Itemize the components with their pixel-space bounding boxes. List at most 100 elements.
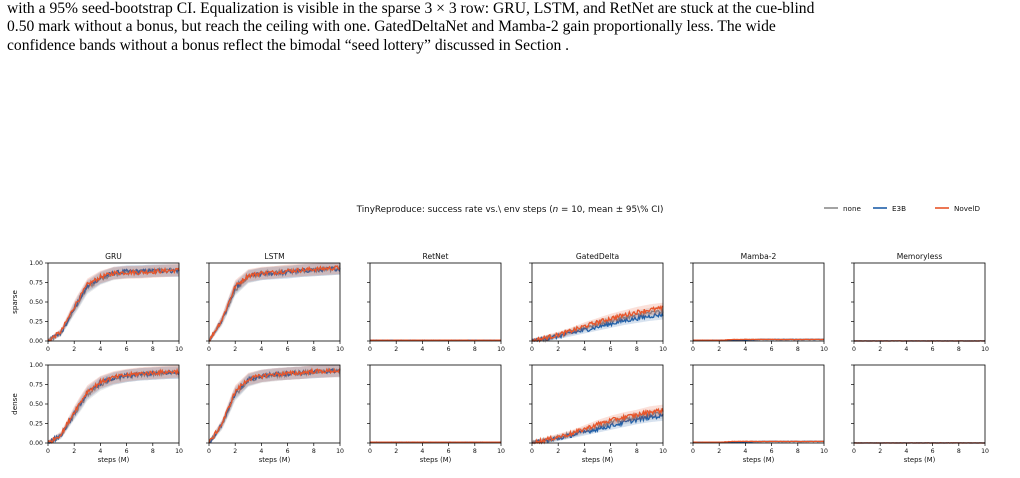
x-tick-label: 4 xyxy=(98,448,102,455)
x-tick-label: 10 xyxy=(820,346,828,353)
y-tick-label: 0.50 xyxy=(29,401,43,408)
x-tick-label: 10 xyxy=(820,448,828,455)
y-tick-label: 0.25 xyxy=(29,319,43,326)
panel-dense-retnet: 0 2 4 6 8 10 steps (M) xyxy=(367,364,505,464)
x-axis-label: steps (M) xyxy=(582,456,614,464)
series-line-noveld xyxy=(47,367,180,444)
axes-frame xyxy=(369,364,502,444)
x-tick-label: 8 xyxy=(957,346,961,353)
x-tick-label: 8 xyxy=(635,346,639,353)
x-tick-label: 6 xyxy=(286,346,290,353)
x-axis-label: steps (M) xyxy=(98,456,130,464)
y-tick-label: 0.75 xyxy=(29,280,43,287)
x-tick-label: 2 xyxy=(556,448,560,455)
panel-sparse-mamba-2: Mamba-2 0 2 4 6 8 10 xyxy=(690,252,828,353)
y-tick-label: 1.00 xyxy=(29,260,43,267)
axes-frame xyxy=(692,262,825,342)
x-tick-label: 6 xyxy=(125,346,129,353)
x-tick-label: 0 xyxy=(691,448,695,455)
panel-dense-memoryless: 0 2 4 6 8 10 steps (M) xyxy=(851,364,989,464)
x-tick-label: 2 xyxy=(717,448,721,455)
x-tick-label: 10 xyxy=(175,346,183,353)
x-tick-label: 6 xyxy=(609,346,613,353)
y-tick-label: 0.00 xyxy=(29,440,43,447)
x-tick-label: 8 xyxy=(151,448,155,455)
x-tick-label: 0 xyxy=(852,346,856,353)
panel-title: RetNet xyxy=(423,252,449,261)
x-tick-label: 0 xyxy=(368,346,372,353)
x-tick-label: 0 xyxy=(852,448,856,455)
x-tick-label: 2 xyxy=(72,346,76,353)
series-line-noveld xyxy=(47,266,180,342)
series-line-e3b xyxy=(531,412,664,445)
x-tick-label: 10 xyxy=(175,448,183,455)
x-tick-label: 0 xyxy=(530,346,534,353)
figure-caption: with a 95% seed-bootstrap CI. Equalizati… xyxy=(7,0,1013,55)
x-tick-label: 8 xyxy=(473,346,477,353)
axes-frame xyxy=(692,364,825,444)
x-tick-label: 8 xyxy=(796,346,800,353)
panel-dense-lstm: 0 2 4 6 8 10 steps (M) xyxy=(206,364,344,464)
x-tick-label: 0 xyxy=(207,346,211,353)
panel-title: Mamba-2 xyxy=(741,252,777,261)
legend-label-e3b: E3B xyxy=(892,204,906,213)
x-tick-label: 6 xyxy=(447,448,451,455)
x-tick-label: 8 xyxy=(796,448,800,455)
legend: none E3B NovelD xyxy=(824,204,980,213)
x-tick-label: 4 xyxy=(420,346,424,353)
x-tick-label: 4 xyxy=(582,346,586,353)
x-tick-label: 0 xyxy=(530,448,534,455)
x-tick-label: 10 xyxy=(659,346,667,353)
x-tick-label: 6 xyxy=(770,448,774,455)
series-line-noveld xyxy=(692,338,825,342)
chart-title: TinyReproduce: success rate vs.\ env ste… xyxy=(356,205,664,215)
x-tick-label: 8 xyxy=(635,448,639,455)
panel-title: GRU xyxy=(105,252,122,261)
x-tick-label: 4 xyxy=(259,346,263,353)
y-tick-label: 0.50 xyxy=(29,299,43,306)
panel-title: GatedDelta xyxy=(576,252,619,261)
x-tick-label: 8 xyxy=(312,346,316,353)
axes-frame xyxy=(853,262,986,342)
row-label: sparse xyxy=(10,290,19,314)
series-line-noveld xyxy=(208,367,341,444)
x-tick-label: 10 xyxy=(497,346,505,353)
x-tick-label: 4 xyxy=(582,448,586,455)
series-line-e3b xyxy=(531,311,664,343)
x-tick-label: 0 xyxy=(368,448,372,455)
x-tick-label: 10 xyxy=(336,448,344,455)
legend-label-noveld: NovelD xyxy=(954,204,980,213)
axes-frame xyxy=(369,262,502,342)
axes-frame xyxy=(853,364,986,444)
x-tick-label: 8 xyxy=(957,448,961,455)
panel-dense-mamba-2: 0 2 4 6 8 10 steps (M) xyxy=(690,364,828,464)
x-axis-label: steps (M) xyxy=(259,456,291,464)
series-line-noveld xyxy=(209,264,341,342)
caption-line: confidence bands without a bonus reflect… xyxy=(7,36,570,54)
x-tick-label: 2 xyxy=(394,346,398,353)
x-tick-label: 10 xyxy=(981,448,989,455)
x-tick-label: 10 xyxy=(981,346,989,353)
x-tick-label: 4 xyxy=(259,448,263,455)
panel-sparse-memoryless: Memoryless 0 2 4 6 8 10 xyxy=(851,252,989,353)
x-tick-label: 10 xyxy=(659,448,667,455)
x-tick-label: 6 xyxy=(125,448,129,455)
x-tick-label: 4 xyxy=(743,448,747,455)
x-axis-label: steps (M) xyxy=(743,456,775,464)
y-tick-label: 1.00 xyxy=(29,362,43,369)
x-tick-label: 10 xyxy=(497,448,505,455)
x-tick-label: 4 xyxy=(904,448,908,455)
ci-band-noveld xyxy=(209,365,340,443)
x-tick-label: 4 xyxy=(904,346,908,353)
x-tick-label: 2 xyxy=(394,448,398,455)
caption-line: 0.50 mark without a bonus, but reach the… xyxy=(7,18,776,36)
x-tick-label: 2 xyxy=(878,448,882,455)
panel-sparse-retnet: RetNet 0 2 4 6 8 10 xyxy=(367,252,505,353)
x-tick-label: 2 xyxy=(556,346,560,353)
panel-title: Memoryless xyxy=(897,252,943,261)
x-tick-label: 2 xyxy=(72,448,76,455)
x-tick-label: 0 xyxy=(691,346,695,353)
x-tick-label: 2 xyxy=(717,346,721,353)
x-tick-label: 2 xyxy=(878,346,882,353)
